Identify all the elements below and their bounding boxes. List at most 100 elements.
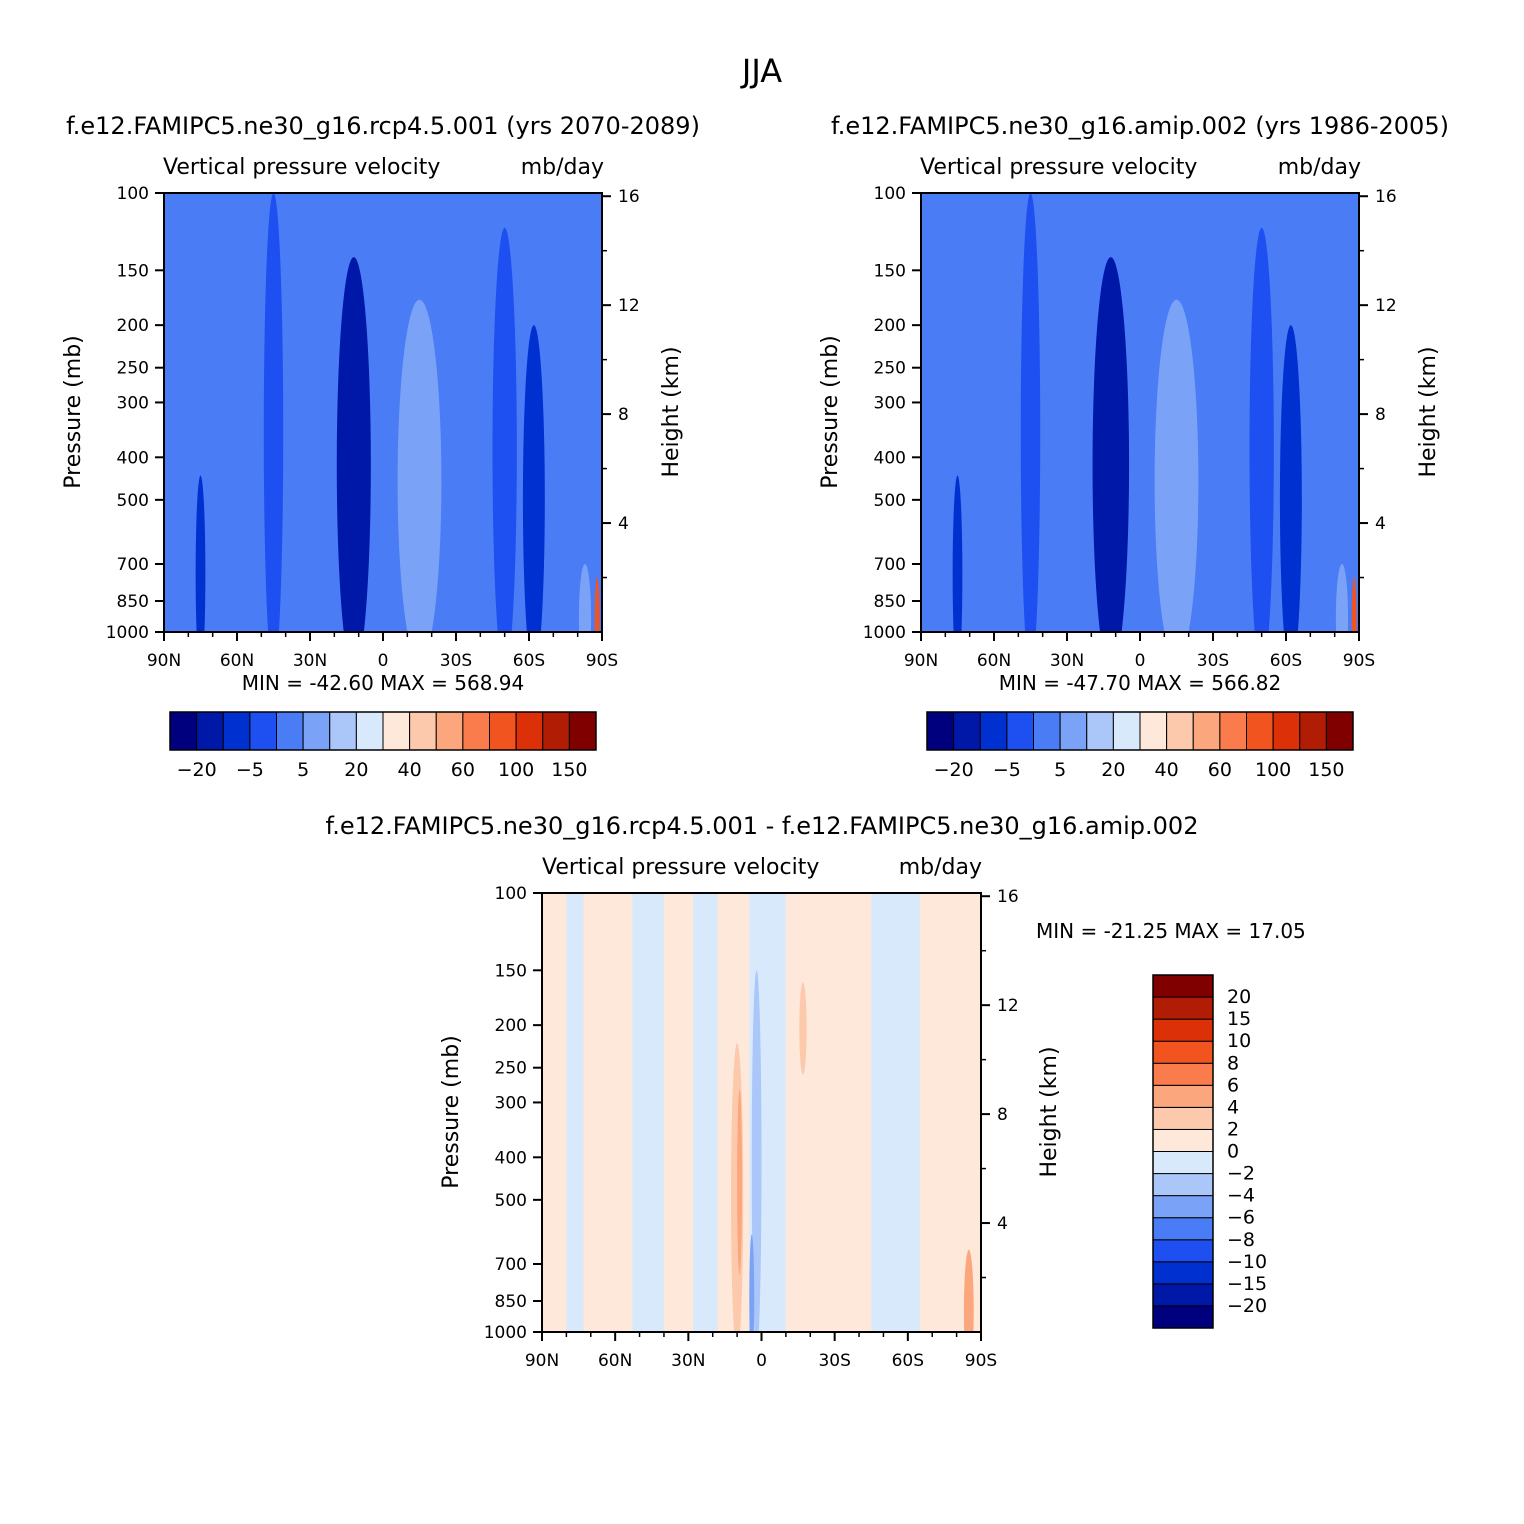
colorbar-label: −4 bbox=[1227, 1185, 1255, 1207]
x-tick-label: 30N bbox=[671, 1351, 705, 1371]
colorbar-swatch bbox=[1152, 1195, 1214, 1219]
colorbar-swatch bbox=[1033, 711, 1061, 751]
colorbar-swatch bbox=[979, 711, 1008, 751]
x-tick-label: 90N bbox=[147, 651, 181, 671]
colorbar-label: 100 bbox=[1255, 759, 1291, 781]
colorbar-swatch bbox=[1272, 711, 1301, 751]
colorbar-swatch bbox=[1059, 711, 1088, 751]
y-axis-label: Pressure (mb) bbox=[818, 335, 843, 489]
colorbar-swatch bbox=[222, 711, 251, 751]
colorbar-label: 0 bbox=[1227, 1141, 1239, 1163]
colorbar-label: 15 bbox=[1227, 1008, 1251, 1030]
x-tick-label: 60N bbox=[977, 651, 1011, 671]
colorbar-frame bbox=[1152, 974, 1214, 1329]
panel-title: f.e12.FAMIPC5.ne30_g16.rcp4.5.001 (yrs 2… bbox=[66, 112, 700, 140]
y-tick-label: 700 bbox=[874, 555, 906, 575]
colorbar-label: −20 bbox=[934, 759, 974, 781]
colorbar-label: 2 bbox=[1227, 1118, 1239, 1140]
y-tick-label: 500 bbox=[117, 491, 149, 511]
colorbar-swatch bbox=[355, 711, 384, 751]
field bbox=[542, 893, 981, 1332]
y2-tick-label: 4 bbox=[997, 1214, 1008, 1234]
y-tick-label: 400 bbox=[495, 1148, 527, 1168]
field-band bbox=[542, 893, 567, 1332]
y2-tick-label: 12 bbox=[997, 996, 1019, 1016]
colorbar-swatch bbox=[515, 711, 544, 751]
min-max-text: MIN = -42.60 MAX = 568.94 bbox=[242, 671, 525, 695]
colorbar-swatch bbox=[1192, 711, 1221, 751]
colorbar-frame bbox=[169, 711, 597, 751]
field-feature bbox=[1335, 564, 1349, 632]
field-feature bbox=[522, 325, 545, 632]
field-band bbox=[632, 893, 664, 1332]
y2-tick-label: 16 bbox=[1375, 187, 1397, 207]
y-tick-label: 150 bbox=[874, 261, 906, 281]
y2-tick-label: 4 bbox=[1375, 514, 1386, 534]
colorbar-label: 20 bbox=[1101, 759, 1125, 781]
colorbar-label: 100 bbox=[498, 759, 534, 781]
axes: 90N 60N 30N 0 30S 60S 90S 100 150 200 250 300 400 500… bbox=[863, 184, 1397, 671]
min-max-text: MIN = -21.25 MAX = 17.05 bbox=[1036, 919, 1306, 943]
y-tick-label: 250 bbox=[495, 1059, 527, 1079]
colorbar-label: −20 bbox=[1227, 1295, 1267, 1317]
colorbar-swatch bbox=[1152, 996, 1214, 1020]
colorbar-label: −5 bbox=[236, 759, 264, 781]
field-feature bbox=[952, 475, 963, 632]
x-tick-label: 30S bbox=[818, 1351, 850, 1371]
field-feature bbox=[1154, 299, 1199, 632]
y-tick-label: 850 bbox=[874, 592, 906, 612]
colorbar-swatch bbox=[1152, 1106, 1214, 1130]
x-tick-label: 60S bbox=[513, 651, 545, 671]
axes: 90N 60N 30N 0 30S 60S 90S 100 150 200 250 300 400 500… bbox=[484, 884, 1019, 1371]
y-tick-label: 300 bbox=[874, 393, 906, 413]
x-tick-label: 60S bbox=[1270, 651, 1302, 671]
y2-tick-label: 4 bbox=[618, 514, 629, 534]
colorbar-label: 5 bbox=[297, 759, 309, 781]
y-tick-label: 200 bbox=[117, 316, 149, 336]
colorbar-label: 150 bbox=[551, 759, 587, 781]
y2-axis-label: Height (km) bbox=[1037, 1046, 1062, 1177]
panel-title: f.e12.FAMIPC5.ne30_g16.amip.002 (yrs 198… bbox=[831, 112, 1449, 140]
y-tick-label: 500 bbox=[874, 491, 906, 511]
colorbar-swatch bbox=[1152, 1217, 1214, 1241]
field-feature bbox=[737, 1089, 742, 1275]
y2-axis-label: Height (km) bbox=[1416, 346, 1441, 477]
colorbar-swatch bbox=[1152, 1261, 1214, 1285]
field-feature bbox=[578, 564, 592, 632]
colorbar-swatch bbox=[1086, 711, 1114, 751]
colorbar-label: −6 bbox=[1227, 1207, 1255, 1229]
colorbar-label: −10 bbox=[1227, 1251, 1267, 1273]
x-tick-label: 30N bbox=[293, 651, 327, 671]
colorbar-label: 10 bbox=[1227, 1030, 1251, 1052]
colorbar-swatch bbox=[169, 711, 198, 751]
field-feature bbox=[397, 299, 442, 632]
colorbar-label: 40 bbox=[1155, 759, 1179, 781]
colorbar-swatch bbox=[1006, 711, 1034, 751]
colorbar-label: 6 bbox=[1227, 1074, 1239, 1096]
colorbar-label: 4 bbox=[1227, 1096, 1239, 1118]
colorbar-swatch bbox=[329, 711, 357, 751]
colorbar-swatch bbox=[1152, 1173, 1214, 1197]
x-tick-label: 0 bbox=[1135, 651, 1146, 671]
field-feature bbox=[799, 982, 807, 1075]
panel-future: f.e12.FAMIPC5.ne30_g16.rcp4.5.001 (yrs 2… bbox=[61, 112, 700, 781]
min-max-text: MIN = -47.70 MAX = 566.82 bbox=[999, 671, 1282, 695]
panel-difference: f.e12.FAMIPC5.ne30_g16.rcp4.5.001 - f.e1… bbox=[326, 812, 1306, 1371]
colorbar-label: −20 bbox=[177, 759, 217, 781]
colorbar-swatch bbox=[1152, 1283, 1214, 1307]
plot-area bbox=[921, 193, 1359, 632]
y-tick-label: 100 bbox=[874, 184, 906, 204]
field-feature bbox=[263, 193, 284, 632]
colorbar-label: −15 bbox=[1227, 1273, 1267, 1295]
colorbar: −20 −5 5 20 40 60 100 150 bbox=[169, 711, 597, 781]
x-tick-label: 30N bbox=[1050, 651, 1084, 671]
field-feature bbox=[594, 577, 600, 632]
colorbar: −20 −5 5 20 40 60 100 150 bbox=[926, 711, 1354, 781]
x-tick-label: 90S bbox=[586, 651, 618, 671]
field-band bbox=[663, 893, 694, 1332]
field-band bbox=[871, 893, 921, 1332]
plot-area bbox=[164, 193, 602, 632]
y-tick-label: 150 bbox=[495, 961, 527, 981]
y-tick-label: 1000 bbox=[484, 1323, 527, 1343]
